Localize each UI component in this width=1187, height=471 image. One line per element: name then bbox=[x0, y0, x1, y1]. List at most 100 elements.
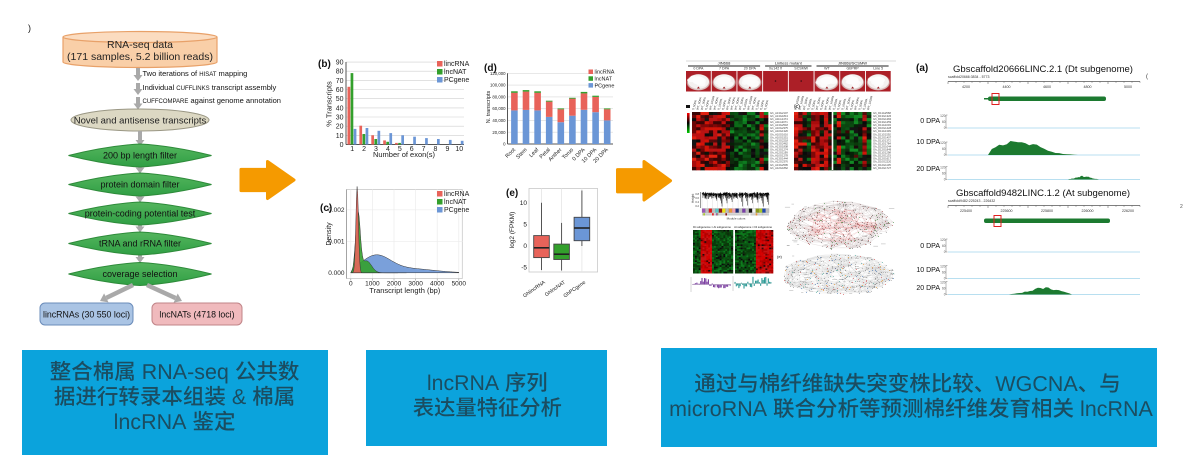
svg-text:Module colors: Module colors bbox=[727, 217, 746, 221]
svg-text:60: 60 bbox=[942, 244, 946, 248]
svg-text:lincRNAs (30 550 loci): lincRNAs (30 550 loci) bbox=[43, 310, 130, 320]
svg-text:WT_10DPA: WT_10DPA bbox=[866, 95, 874, 110]
svg-text:WT_5DPA: WT_5DPA bbox=[853, 97, 860, 111]
svg-text:3: 3 bbox=[374, 146, 378, 153]
svg-text:10: 10 bbox=[336, 133, 344, 140]
svg-text:5: 5 bbox=[523, 222, 527, 229]
svg-text:Gh_A13G2518: Gh_A13G2518 bbox=[770, 123, 788, 127]
svg-text:lncNATs (4718 loci): lncNATs (4718 loci) bbox=[159, 310, 234, 320]
svg-text:Gh_D11G1372: Gh_D11G1372 bbox=[873, 138, 891, 142]
svg-text:WT_5DPA: WT_5DPA bbox=[815, 97, 822, 111]
svg-text:Gh_A13G1444: Gh_A13G1444 bbox=[770, 157, 788, 161]
svg-text:WT_0DPA: WT_0DPA bbox=[725, 97, 732, 111]
svg-text:Line 5: Line 5 bbox=[873, 67, 883, 71]
svg-text:lncNAT: lncNAT bbox=[444, 69, 467, 76]
svg-text:3000: 3000 bbox=[408, 281, 423, 288]
svg-text:fl_10DPA: fl_10DPA bbox=[832, 98, 839, 110]
svg-text:(c): (c) bbox=[320, 203, 332, 214]
svg-text:SCSMW: SCSMW bbox=[794, 67, 808, 71]
svg-text:0 DPA: 0 DPA bbox=[693, 67, 704, 71]
svg-text:Number of exon(s): Number of exon(s) bbox=[373, 150, 436, 159]
svg-text:% Transcripts: % Transcripts bbox=[325, 81, 334, 127]
svg-text:fl_5DPA: fl_5DPA bbox=[810, 99, 817, 110]
svg-text:60: 60 bbox=[942, 147, 946, 151]
svg-text:0: 0 bbox=[349, 281, 353, 288]
svg-text:Gh_D10G1284: Gh_D10G1284 bbox=[873, 117, 892, 121]
svg-text:Gh_D11G1592: Gh_D11G1592 bbox=[873, 132, 891, 136]
svg-text:(e): (e) bbox=[777, 254, 783, 259]
svg-text:4: 4 bbox=[386, 146, 390, 153]
svg-text:Gh_A10G1616: Gh_A10G1616 bbox=[770, 132, 788, 136]
svg-text:Gh_D12G1617: Gh_D12G1617 bbox=[873, 157, 892, 161]
svg-text:40,000: 40,000 bbox=[492, 118, 506, 123]
svg-text:Anther: Anther bbox=[548, 147, 564, 163]
svg-text:WT_0DPA: WT_0DPA bbox=[712, 97, 719, 111]
svg-text:Gh_D12G1407: Gh_D12G1407 bbox=[873, 135, 892, 139]
svg-text:fl_5DPA: fl_5DPA bbox=[759, 99, 766, 110]
svg-text:20: 20 bbox=[336, 124, 344, 131]
svg-text:Gh_D11G1784: Gh_D11G1784 bbox=[873, 141, 891, 145]
svg-text:Gh_A12G1199: Gh_A12G1199 bbox=[770, 151, 788, 155]
svg-text:Gh_D11G1339: Gh_D11G1339 bbox=[873, 129, 891, 133]
svg-text:0.002: 0.002 bbox=[328, 207, 345, 214]
svg-text:0 DPA: 0 DPA bbox=[920, 118, 940, 125]
svg-text:protein-coding potential test: protein-coding potential test bbox=[85, 209, 196, 219]
svg-text:Gh_A10G1326: Gh_A10G1326 bbox=[770, 129, 788, 133]
svg-text:GhlincRNA: GhlincRNA bbox=[522, 279, 547, 299]
svg-text:fl_10DPA: fl_10DPA bbox=[862, 98, 869, 110]
svg-text:10 DPA: 10 DPA bbox=[916, 139, 940, 146]
svg-text:Gh_D10G2220: Gh_D10G2220 bbox=[873, 160, 892, 164]
svg-text:60: 60 bbox=[942, 287, 946, 291]
svg-text:0: 0 bbox=[944, 277, 946, 281]
svg-text:1: 1 bbox=[350, 146, 354, 153]
svg-text:60: 60 bbox=[942, 172, 946, 176]
svg-text:0.000: 0.000 bbox=[328, 270, 345, 277]
svg-text:7: 7 bbox=[422, 146, 426, 153]
svg-text:fl_5DPA: fl_5DPA bbox=[836, 99, 843, 110]
svg-text:Gh_A12G2376: Gh_A12G2376 bbox=[770, 160, 788, 164]
svg-text:0: 0 bbox=[944, 250, 946, 254]
svg-text:Gbscaffold9482LINC.1.2 (At sub: Gbscaffold9482LINC.1.2 (At subgenome) bbox=[956, 188, 1130, 199]
svg-text:log2 (FPKM): log2 (FPKM) bbox=[509, 212, 516, 248]
svg-text:Gh_D13G1326: Gh_D13G1326 bbox=[873, 114, 892, 118]
svg-text:200 bp length filter: 200 bp length filter bbox=[103, 151, 177, 161]
svg-text:(a): (a) bbox=[916, 63, 928, 74]
svg-text:(e): (e) bbox=[506, 188, 518, 199]
svg-text:120: 120 bbox=[940, 281, 946, 285]
svg-text:5000: 5000 bbox=[1124, 85, 1132, 89]
svg-text:scaffold20666:3834 - 5773: scaffold20666:3834 - 5773 bbox=[948, 75, 989, 79]
svg-text:(c): (c) bbox=[794, 104, 800, 110]
svg-text:WT: WT bbox=[824, 67, 830, 71]
svg-text:226000: 226000 bbox=[1082, 209, 1094, 213]
svg-text:lncNAT: lncNAT bbox=[595, 77, 613, 83]
svg-text:120: 120 bbox=[940, 141, 946, 145]
svg-text:0.2: 0.2 bbox=[695, 204, 699, 208]
svg-text:JIN668: JIN668 bbox=[718, 61, 731, 66]
svg-text:fl_5DPA: fl_5DPA bbox=[819, 99, 826, 110]
svg-text:5: 5 bbox=[398, 146, 402, 153]
svg-text:20 DPA: 20 DPA bbox=[916, 285, 940, 292]
svg-text:protein domain filter: protein domain filter bbox=[100, 180, 179, 190]
svg-text:-5: -5 bbox=[521, 265, 527, 272]
svg-text:Gh_A13G2218: Gh_A13G2218 bbox=[770, 138, 788, 142]
svg-text:30: 30 bbox=[336, 115, 344, 122]
svg-text:Gh_A13G2595: Gh_A13G2595 bbox=[770, 163, 788, 167]
svg-text:(171 samples, 5.2 billion read: (171 samples, 5.2 billion reads) bbox=[67, 51, 213, 63]
svg-text:(b): (b) bbox=[318, 59, 331, 70]
svg-text:1000: 1000 bbox=[365, 281, 380, 288]
svg-text:60: 60 bbox=[942, 271, 946, 275]
svg-text:60,000: 60,000 bbox=[492, 106, 506, 111]
svg-text:lincRNA: lincRNA bbox=[595, 70, 615, 76]
svg-text:PCgene: PCgene bbox=[444, 77, 469, 84]
svg-text:WT_10DPA: WT_10DPA bbox=[708, 95, 716, 110]
svg-text:225800: 225800 bbox=[1041, 209, 1053, 213]
svg-text:120: 120 bbox=[940, 265, 946, 269]
svg-text:WT_10DPA: WT_10DPA bbox=[828, 95, 836, 110]
svg-text:7 DPA: 7 DPA bbox=[719, 67, 730, 71]
svg-text:0: 0 bbox=[340, 142, 344, 149]
svg-text:100,000: 100,000 bbox=[490, 83, 506, 88]
svg-text:GbPRP: GbPRP bbox=[847, 67, 860, 71]
svg-text:120: 120 bbox=[940, 166, 946, 170]
svg-text:Gh_D11G2568: Gh_D11G2568 bbox=[873, 111, 891, 115]
svg-text:Gh_D11G1298: Gh_D11G1298 bbox=[873, 151, 891, 155]
